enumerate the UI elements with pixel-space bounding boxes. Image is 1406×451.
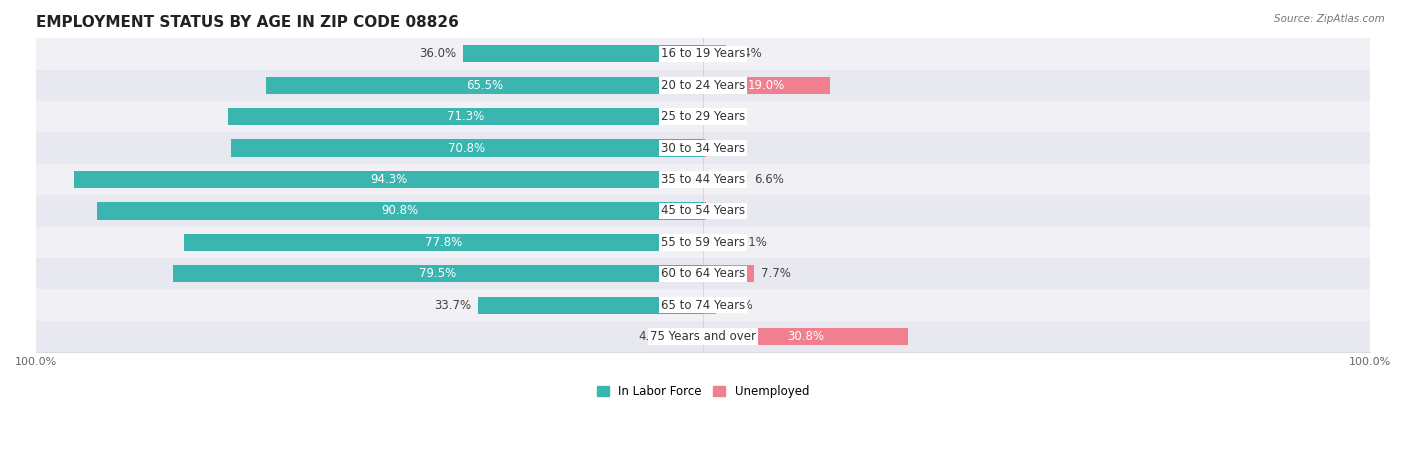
Bar <box>37 290 1369 321</box>
Text: 94.3%: 94.3% <box>370 173 408 186</box>
Text: 45 to 54 Years: 45 to 54 Years <box>661 204 745 217</box>
Text: 79.5%: 79.5% <box>419 267 457 280</box>
Text: 2.0%: 2.0% <box>723 299 752 312</box>
Text: 16 to 19 Years: 16 to 19 Years <box>661 47 745 60</box>
Text: 20 to 24 Years: 20 to 24 Years <box>661 79 745 92</box>
Bar <box>703 139 706 157</box>
Text: 4.3%: 4.3% <box>638 330 668 343</box>
Bar <box>703 77 830 94</box>
Bar <box>478 297 703 314</box>
Bar <box>703 234 730 251</box>
Bar <box>37 133 1369 164</box>
Text: 19.0%: 19.0% <box>748 79 785 92</box>
Text: 0.4%: 0.4% <box>713 142 742 155</box>
Bar <box>675 328 703 345</box>
Text: 25 to 29 Years: 25 to 29 Years <box>661 110 745 123</box>
Bar <box>75 171 703 188</box>
Legend: In Labor Force, Unemployed: In Labor Force, Unemployed <box>592 381 814 403</box>
Text: 35 to 44 Years: 35 to 44 Years <box>661 173 745 186</box>
Bar <box>231 139 703 157</box>
Bar <box>703 108 706 125</box>
Text: 33.7%: 33.7% <box>434 299 471 312</box>
Text: EMPLOYMENT STATUS BY AGE IN ZIP CODE 08826: EMPLOYMENT STATUS BY AGE IN ZIP CODE 088… <box>37 15 458 30</box>
Bar <box>37 258 1369 290</box>
Bar <box>37 38 1369 69</box>
Text: 55 to 59 Years: 55 to 59 Years <box>661 236 745 249</box>
Text: 71.3%: 71.3% <box>447 110 484 123</box>
Bar <box>37 69 1369 101</box>
Text: Source: ZipAtlas.com: Source: ZipAtlas.com <box>1274 14 1385 23</box>
Text: 0.5%: 0.5% <box>713 204 742 217</box>
Text: 30.8%: 30.8% <box>787 330 824 343</box>
Bar <box>703 202 706 220</box>
Bar <box>703 171 747 188</box>
Bar <box>703 328 908 345</box>
Bar <box>37 164 1369 195</box>
Text: 0.4%: 0.4% <box>713 110 742 123</box>
Bar <box>173 265 703 282</box>
Bar <box>703 45 725 62</box>
Text: 7.7%: 7.7% <box>761 267 792 280</box>
Text: 36.0%: 36.0% <box>419 47 457 60</box>
Text: 3.4%: 3.4% <box>733 47 762 60</box>
Text: 70.8%: 70.8% <box>449 142 485 155</box>
Text: 30 to 34 Years: 30 to 34 Years <box>661 142 745 155</box>
Bar <box>37 101 1369 133</box>
Text: 75 Years and over: 75 Years and over <box>650 330 756 343</box>
Bar <box>703 265 755 282</box>
Bar <box>703 297 716 314</box>
Text: 60 to 64 Years: 60 to 64 Years <box>661 267 745 280</box>
Text: 90.8%: 90.8% <box>381 204 419 217</box>
Bar <box>184 234 703 251</box>
Bar <box>97 202 703 220</box>
Text: 65.5%: 65.5% <box>465 79 503 92</box>
Text: 77.8%: 77.8% <box>425 236 463 249</box>
Bar <box>228 108 703 125</box>
Text: 65 to 74 Years: 65 to 74 Years <box>661 299 745 312</box>
Text: 4.1%: 4.1% <box>737 236 766 249</box>
Text: 6.6%: 6.6% <box>754 173 783 186</box>
Bar <box>37 227 1369 258</box>
Bar <box>37 195 1369 227</box>
Bar <box>37 321 1369 352</box>
Bar <box>463 45 703 62</box>
Bar <box>266 77 703 94</box>
